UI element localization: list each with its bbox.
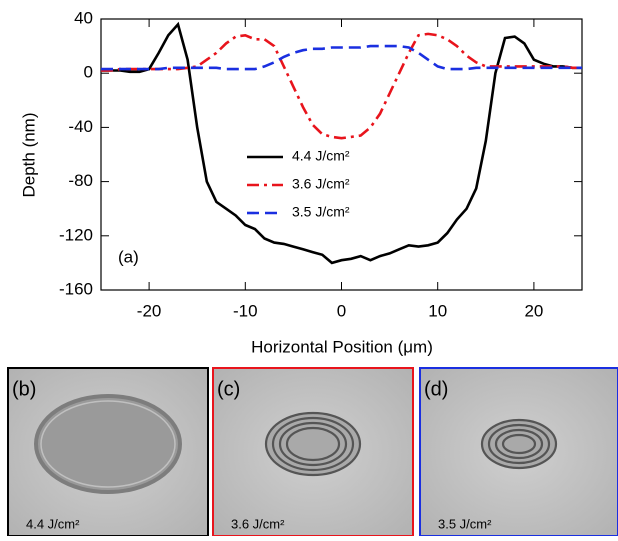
x-tick-label: -10: [233, 301, 258, 320]
panel-caption: 4.4 J/cm²: [26, 516, 80, 531]
legend-label: 4.4 J/cm²: [292, 148, 350, 164]
crater-ring: [480, 418, 558, 470]
y-tick-label: 40: [74, 8, 93, 27]
legend-label: 3.6 J/cm²: [292, 176, 350, 192]
crater-ring: [487, 423, 551, 465]
series-line: [101, 21, 582, 265]
y-tick-label: -120: [59, 225, 93, 244]
crater-ring: [501, 433, 537, 455]
y-tick-label: -160: [59, 279, 93, 298]
legend-label: 3.5 J/cm²: [292, 204, 350, 220]
x-axis-label: Horizontal Position (μm): [251, 337, 433, 356]
annotation: (a): [118, 247, 139, 266]
crater-ring: [494, 428, 544, 460]
crater-ring: [271, 416, 355, 472]
panel-caption: 3.6 J/cm²: [231, 516, 285, 531]
panel-label: (c): [217, 378, 240, 400]
series-line: [101, 44, 582, 71]
crater-rim: [40, 400, 176, 488]
panel-label: (b): [12, 378, 36, 400]
y-tick-label: -80: [68, 171, 93, 190]
y-axis-label: Depth (nm): [19, 112, 38, 197]
crater-ring: [285, 426, 341, 462]
crater-ring: [278, 421, 348, 467]
crater: [34, 394, 182, 494]
panel-label: (d): [424, 378, 448, 400]
y-tick-label: 0: [84, 63, 93, 82]
x-tick-label: 10: [428, 301, 447, 320]
x-tick-label: -20: [137, 301, 162, 320]
y-tick-label: -40: [68, 117, 93, 136]
series-line: [101, 32, 582, 140]
x-tick-label: 20: [524, 301, 543, 320]
x-tick-label: 0: [337, 301, 346, 320]
panel-caption: 3.5 J/cm²: [438, 516, 492, 531]
